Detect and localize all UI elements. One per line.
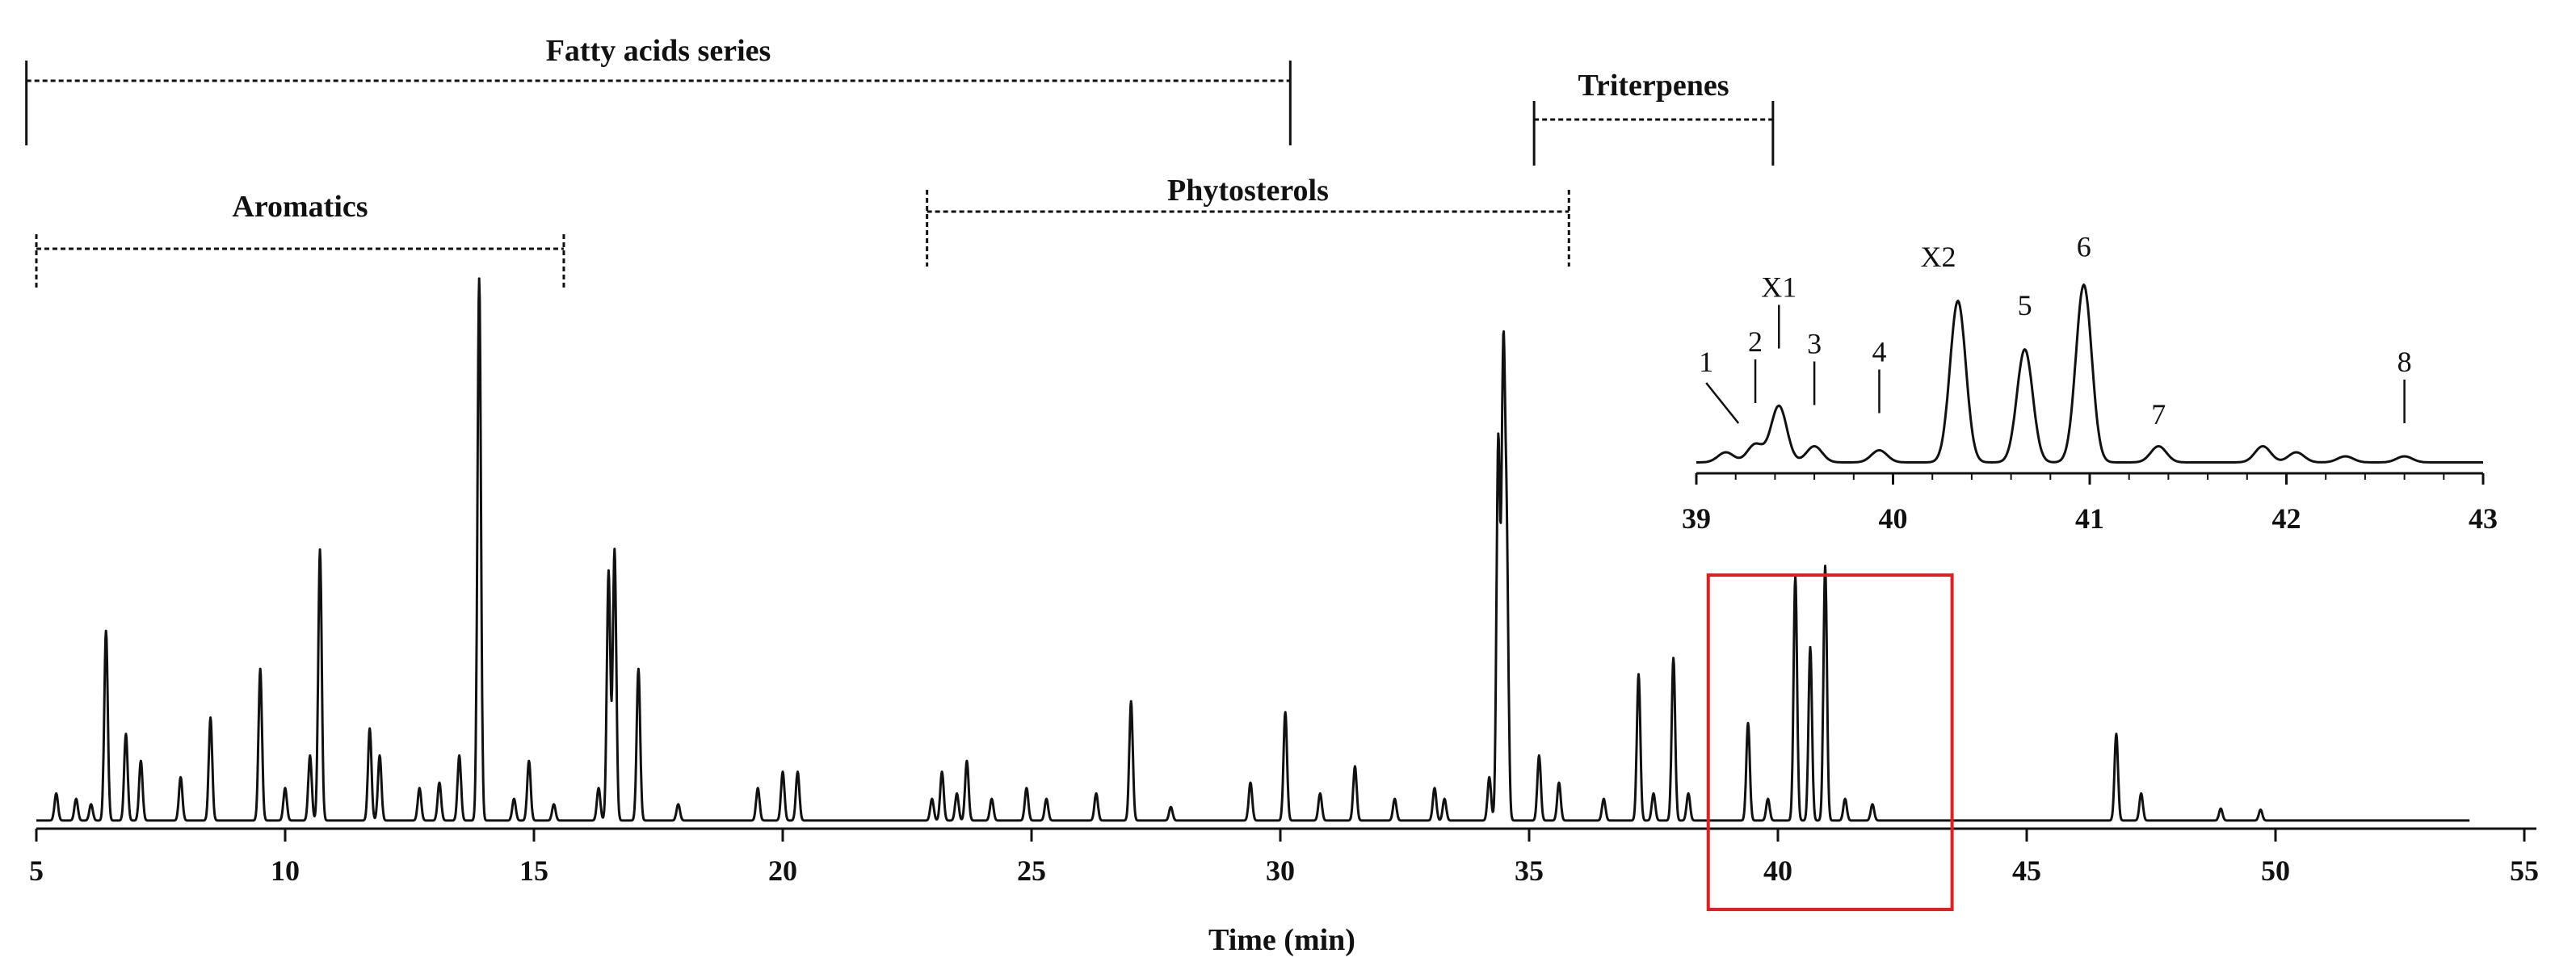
tick-label: 30 xyxy=(1266,855,1295,887)
peak-label-8: 8 xyxy=(2397,346,2412,423)
x-tick: 43 xyxy=(2469,473,2498,535)
x-tick: 41 xyxy=(2075,473,2104,535)
tick-label: 5 xyxy=(29,855,44,887)
peak-label-text: 5 xyxy=(2018,289,2032,321)
region-bracket-triterpenes: Triterpenes xyxy=(1532,69,1775,166)
x-axis-label: Time (min) xyxy=(1208,923,1355,957)
tick-label: 40 xyxy=(1879,502,1908,535)
peak-label-5: 5 xyxy=(2018,289,2032,321)
tick-label: 39 xyxy=(1682,502,1711,535)
peak-label-7: 7 xyxy=(2151,398,2166,430)
x-tick: 35 xyxy=(1515,829,1544,887)
peak-label-4: 4 xyxy=(1872,336,1886,414)
region-bracket-phytosterols: Phytosterols xyxy=(926,174,1570,267)
x-tick: 45 xyxy=(2012,829,2041,887)
inset-chromatogram-trace xyxy=(1696,283,2484,464)
main-chart: Fatty acids series Aromatics Phytosterol… xyxy=(25,34,2539,957)
region-label-triterpenes: Triterpenes xyxy=(1578,69,1729,103)
x-tick: 25 xyxy=(1017,829,1046,887)
x-tick: 40 xyxy=(1763,829,1792,887)
region-label-fatty-acids: Fatty acids series xyxy=(546,34,771,68)
peak-label-text: 7 xyxy=(2151,398,2166,430)
peak-label-text: 8 xyxy=(2397,346,2412,378)
peak-label-text: 3 xyxy=(1807,328,1822,360)
inset-chart: 39 40 41 42 43 1 2 X1 3 4 X2 5 6 7 8 xyxy=(1682,231,2498,535)
x-tick: 10 xyxy=(271,829,300,887)
x-tick: 20 xyxy=(768,829,797,887)
peak-label-text: X1 xyxy=(1761,271,1796,304)
peak-label-6: 6 xyxy=(2077,231,2091,263)
peak-label-text: 1 xyxy=(1699,346,1713,378)
region-brackets: Fatty acids series Aromatics Phytosterol… xyxy=(25,34,1775,291)
x-tick: 5 xyxy=(29,829,44,887)
main-chromatogram-trace xyxy=(36,277,2471,822)
x-tick: 15 xyxy=(519,829,548,887)
x-tick: 40 xyxy=(1879,473,1908,535)
x-tick: 50 xyxy=(2261,829,2290,887)
peak-label-x2: X2 xyxy=(1921,241,1956,273)
tick-label: 25 xyxy=(1017,855,1046,887)
peak-label-2: 2 xyxy=(1748,325,1763,403)
peak-label-text: 4 xyxy=(1872,336,1886,368)
tick-label: 15 xyxy=(519,855,548,887)
tick-label: 50 xyxy=(2261,855,2290,887)
peak-label-x1: X1 xyxy=(1761,271,1796,349)
peak-label-text: 2 xyxy=(1748,325,1763,358)
tick-label: 41 xyxy=(2075,502,2104,535)
x-tick: 55 xyxy=(2510,829,2539,887)
inset-peak-labels: 1 2 X1 3 4 X2 5 6 7 8 xyxy=(1699,231,2411,431)
x-tick: 30 xyxy=(1266,829,1295,887)
tick-label: 42 xyxy=(2272,502,2301,535)
region-label-phytosterols: Phytosterols xyxy=(1167,174,1329,208)
tick-label: 45 xyxy=(2012,855,2041,887)
peak-label-text: 6 xyxy=(2077,231,2091,263)
x-tick: 39 xyxy=(1682,473,1711,535)
inset-x-ticks: 39 40 41 42 43 xyxy=(1682,473,2498,535)
tick-label: 55 xyxy=(2510,855,2539,887)
tick-label: 35 xyxy=(1515,855,1544,887)
peak-label-1: 1 xyxy=(1699,346,1740,424)
region-label-aromatics: Aromatics xyxy=(232,190,368,224)
x-tick: 42 xyxy=(2272,473,2301,535)
region-bracket-fatty-acids: Fatty acids series xyxy=(25,34,1292,145)
peak-label-3: 3 xyxy=(1807,328,1822,405)
tick-label: 43 xyxy=(2469,502,2498,535)
peak-marker xyxy=(1705,382,1740,424)
tick-label: 20 xyxy=(768,855,797,887)
tick-label: 40 xyxy=(1763,855,1792,887)
peak-label-text: X2 xyxy=(1921,241,1956,273)
main-x-ticks: 5 10 15 20 25 30 35 40 45 50 55 xyxy=(29,829,2539,887)
tick-label: 10 xyxy=(271,855,300,887)
region-bracket-aromatics: Aromatics xyxy=(35,190,565,291)
zoom-region-box xyxy=(1706,573,1954,911)
